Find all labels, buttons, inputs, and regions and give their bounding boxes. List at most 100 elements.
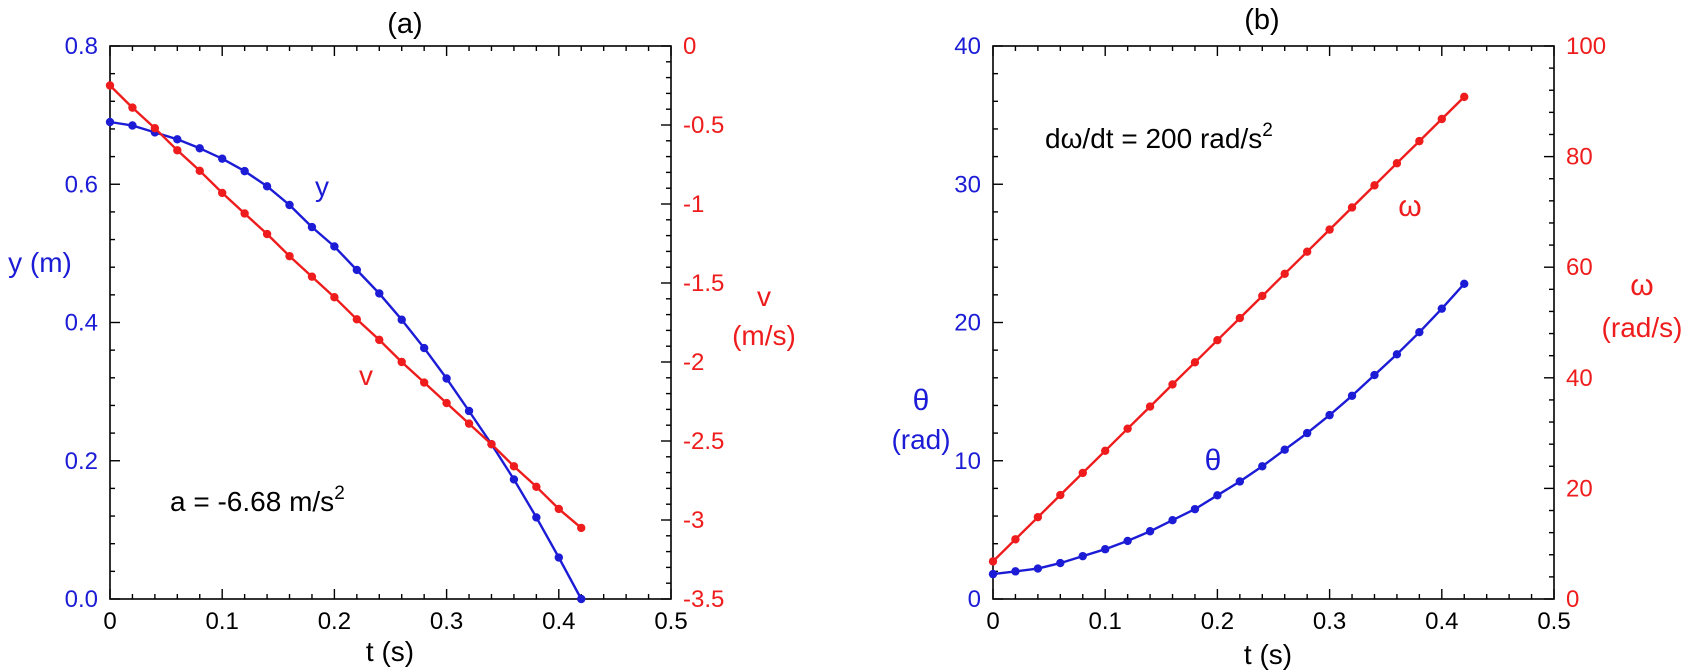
data-point-v <box>397 357 406 367</box>
panel-a-ytick-right-label: -2 <box>683 349 704 376</box>
panel-b-xtick-label: 0.4 <box>1425 608 1458 635</box>
data-point-omega <box>1235 313 1245 323</box>
data-point-omega <box>1302 247 1312 256</box>
data-point-theta <box>1033 564 1043 573</box>
data-point-theta <box>1325 410 1334 420</box>
data-point-theta <box>1011 567 1020 576</box>
panel-b-xtick-label: 0 <box>986 608 999 635</box>
data-point-omega <box>1280 269 1289 279</box>
panel-b-xlabel: t (s) <box>1244 639 1292 670</box>
series-line-theta <box>992 282 1466 576</box>
data-point-v <box>105 81 115 90</box>
data-point-theta <box>1258 462 1267 471</box>
data-point-theta <box>1190 504 1200 514</box>
data-point-y <box>307 222 317 232</box>
data-point-omega <box>1370 181 1379 190</box>
data-point-omega <box>1325 225 1334 234</box>
panel-b-ytick-right-label: 0 <box>1566 586 1579 613</box>
data-point-theta <box>1347 391 1357 400</box>
series-line-v <box>109 84 582 529</box>
data-point-theta <box>1235 477 1245 486</box>
panel-a-xtick-label: 0.3 <box>430 608 463 635</box>
data-point-y <box>285 200 294 210</box>
data-point-omega <box>1392 159 1402 168</box>
panel-a-ytick-right-label: -2.5 <box>683 428 724 455</box>
data-point-theta <box>1145 527 1155 536</box>
data-point-v <box>487 439 496 449</box>
data-point-v <box>285 251 294 261</box>
data-point-y <box>330 242 339 251</box>
panel-a-xlabel: t (s) <box>366 636 414 667</box>
angular-acceleration-annotation-text: dω/dt = 200 rad/s <box>1045 123 1262 154</box>
panel-a-ylabel-right-line2: (m/s) <box>732 320 796 351</box>
data-point-y <box>173 135 182 144</box>
data-point-omega <box>988 557 998 566</box>
data-point-y <box>352 265 362 275</box>
panel-b-xtick-label: 0.3 <box>1313 608 1346 635</box>
data-point-theta <box>1101 545 1110 554</box>
data-point-theta <box>1123 536 1132 546</box>
series-label-v: v <box>359 360 373 391</box>
data-point-theta <box>1168 515 1177 525</box>
panel-a-ytick-right-label: -3 <box>683 507 704 534</box>
data-point-v <box>352 315 362 324</box>
panel-b-xtick-label: 0.1 <box>1089 608 1122 635</box>
data-point-v <box>464 419 474 428</box>
data-point-omega <box>1123 424 1132 433</box>
data-point-v <box>419 378 429 387</box>
data-point-y <box>218 154 227 163</box>
data-point-y <box>195 144 204 153</box>
panel-b-ylabel-left-line1: θ <box>913 384 930 417</box>
data-point-omega <box>1011 535 1020 544</box>
data-point-v <box>307 272 317 281</box>
data-point-omega <box>1056 490 1065 500</box>
series-label-y: y <box>315 171 329 202</box>
data-point-omega <box>1101 446 1110 455</box>
data-point-v <box>577 523 586 533</box>
data-point-y <box>397 315 406 324</box>
panel-a-ytick-right-label: -0.5 <box>683 112 724 139</box>
panel-a-ytick-left-label: 0.4 <box>65 310 98 337</box>
data-point-v <box>150 123 160 133</box>
data-point-v <box>218 188 227 198</box>
panel-b-ytick-left-label: 20 <box>954 310 981 337</box>
data-point-omega <box>1460 92 1469 102</box>
panel-a-series <box>105 81 586 604</box>
panel-b-ytick-left-label: 0 <box>968 586 981 613</box>
data-point-omega <box>1078 468 1087 478</box>
data-point-omega <box>1145 402 1155 411</box>
panel-a-xtick-label: 0.1 <box>206 608 239 635</box>
panel-b-ylabel-left-line2: (rad) <box>891 424 950 455</box>
panel-a-xtick-label: 0.5 <box>654 608 687 635</box>
data-point-v <box>195 166 204 176</box>
panel-b-xtick-label: 0.5 <box>1537 608 1570 635</box>
data-point-v <box>375 335 384 345</box>
panel-a-ytick-left-label: 0.6 <box>65 171 98 198</box>
data-point-v <box>128 103 137 112</box>
panel-a-ylabel-right-line1: v <box>757 281 771 312</box>
data-point-theta <box>1392 350 1402 359</box>
data-point-theta <box>1437 304 1447 313</box>
data-point-y <box>577 594 586 604</box>
data-point-y <box>442 374 451 383</box>
data-point-omega <box>1437 114 1447 124</box>
data-point-y <box>464 406 474 416</box>
panel-b-title: (b) <box>1244 4 1279 36</box>
data-point-y <box>128 121 137 130</box>
panel-b-ytick-right-label: 60 <box>1566 254 1593 281</box>
data-point-v <box>173 146 182 155</box>
data-point-omega <box>1190 358 1200 367</box>
data-point-omega <box>1347 203 1357 212</box>
data-point-v <box>554 504 563 514</box>
data-point-omega <box>1415 136 1424 146</box>
data-point-theta <box>1280 445 1289 454</box>
panel-a-ytick-left-label: 0.8 <box>65 33 98 60</box>
data-point-y <box>105 117 115 127</box>
panel-b-ylabel-right-line2: (rad/s) <box>1602 312 1683 343</box>
data-point-y <box>240 166 249 176</box>
acceleration-annotation-sup: 2 <box>334 483 345 504</box>
data-point-omega <box>1168 380 1177 389</box>
panel-a-xtick-label: 0 <box>103 608 116 635</box>
